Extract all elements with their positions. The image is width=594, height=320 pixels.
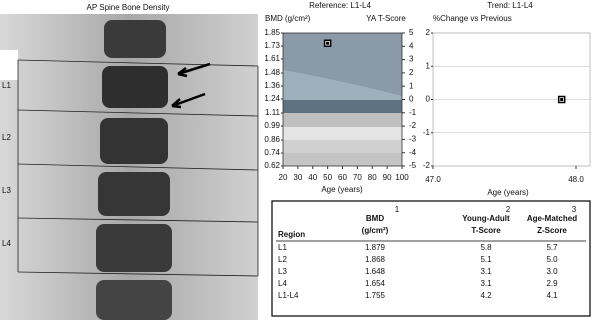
x-tick-label: 47.0 (425, 175, 441, 184)
table-cell: 5.8 (480, 243, 492, 252)
y-tick-label: 1.85 (264, 28, 280, 37)
region-label: L2 (2, 133, 11, 142)
y-tick-label: 1.61 (264, 54, 280, 63)
footnote-mark: 1 (395, 205, 400, 214)
table-cell: 1.868 (365, 255, 386, 264)
y-tick-label: 0.74 (264, 148, 280, 157)
y2-tick-label: -3 (409, 135, 417, 144)
x-tick-label: 50 (323, 173, 332, 182)
y2-tick-label: 1 (409, 81, 414, 90)
y-tick-label: 1.36 (264, 81, 280, 90)
x-tick-label: 100 (395, 173, 409, 182)
spine-image (0, 14, 259, 320)
y2-tick-label: -2 (409, 121, 417, 130)
x-tick-label: 70 (353, 173, 362, 182)
chart-title: Reference: L1-L4 (309, 1, 371, 10)
x-tick-label: 80 (368, 173, 377, 182)
image-title: AP Spine Bone Density (86, 3, 169, 12)
y2-tick-label: 3 (409, 55, 414, 64)
table-cell: L4 (278, 279, 287, 288)
table-header: Region (278, 230, 305, 239)
footnote-mark: 3 (572, 205, 577, 214)
y2-tick-label: 4 (409, 41, 414, 50)
table-cell: 3.1 (480, 279, 492, 288)
y-axis-label: BMD (g/cm²) (265, 14, 311, 23)
footnote-mark: 2 (506, 205, 511, 214)
table-frame (271, 200, 591, 317)
table-cell: 1.755 (365, 291, 386, 300)
table-cell: 5.1 (480, 255, 492, 264)
table-subheader: (g/cm²) (362, 226, 389, 235)
y-tick-label: 1 (426, 61, 431, 70)
y2-tick-label: 5 (409, 28, 414, 37)
y-tick-label: 1.24 (264, 94, 280, 103)
region-label: L1 (2, 81, 11, 90)
x-tick-label: 30 (293, 173, 302, 182)
y2-tick-label: 0 (409, 95, 414, 104)
region-label: L3 (2, 186, 11, 195)
table-header: Age-Matched (527, 214, 577, 223)
x-axis-label: Age (years) (321, 185, 363, 194)
point-core (326, 41, 330, 45)
y2-tick-label: 2 (409, 68, 414, 77)
table-cell: 5.7 (546, 243, 558, 252)
table-cell: L2 (278, 255, 287, 264)
table-cell: 3.0 (546, 267, 558, 276)
table-cell: 1.879 (365, 243, 386, 252)
y-tick-label: 1.48 (264, 68, 280, 77)
point-core (560, 98, 564, 101)
y-tick-label: 0.62 (264, 161, 280, 170)
y-tick-label: 0.99 (264, 121, 280, 130)
x-axis-label: Age (years) (487, 188, 529, 197)
table-cell: L1-L4 (278, 291, 299, 300)
y-tick-label: -1 (423, 128, 431, 137)
y-tick-label: 1.11 (265, 108, 281, 117)
y-tick-label: 2 (426, 28, 431, 37)
y2-tick-label: -5 (409, 161, 417, 170)
reference-bands (282, 32, 403, 167)
y2-axis-label: YA T-Score (366, 14, 406, 23)
y-tick-label: 1.73 (264, 41, 280, 50)
table-cell: 5.0 (546, 255, 558, 264)
table-cell: 3.1 (480, 267, 492, 276)
y2-tick-label: -4 (409, 148, 417, 157)
region-label: L4 (2, 239, 11, 248)
y-axis-label: %Change vs Previous (433, 14, 512, 23)
table-cell: 1.648 (365, 267, 386, 276)
x-tick-label: 48.0 (568, 175, 584, 184)
table-header: BMD (366, 214, 384, 223)
table-cell: 4.2 (480, 291, 492, 300)
y-tick-label: 0 (426, 95, 431, 104)
x-tick-label: 90 (383, 173, 392, 182)
chart-title: Trend: L1-L4 (487, 1, 533, 10)
table-cell: L3 (278, 267, 287, 276)
table-subheader: Z-Score (537, 226, 567, 235)
table-cell: 4.1 (546, 291, 558, 300)
y-tick-label: 0.86 (264, 135, 280, 144)
table-subheader: T-Score (471, 226, 501, 235)
y2-tick-label: -1 (409, 108, 417, 117)
x-tick-label: 60 (338, 173, 347, 182)
table-cell: L1 (278, 243, 287, 252)
table-cell: 2.9 (546, 279, 558, 288)
y-tick-label: -2 (423, 161, 431, 170)
table-cell: 1.654 (365, 279, 386, 288)
table-header: Young-Adult (462, 214, 510, 223)
x-tick-label: 40 (308, 173, 317, 182)
x-tick-label: 20 (279, 173, 288, 182)
